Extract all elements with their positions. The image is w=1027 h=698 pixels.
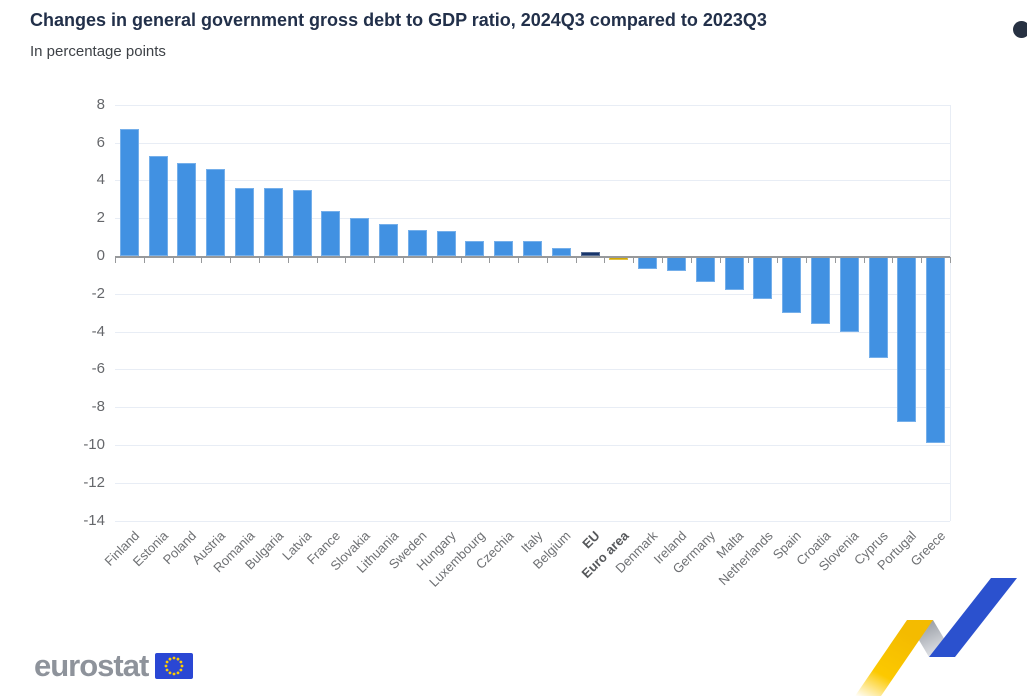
gridline xyxy=(115,482,950,484)
axis-tick-mark xyxy=(950,257,951,263)
bar-slovakia[interactable] xyxy=(350,218,370,256)
gridline xyxy=(115,104,950,106)
axis-tick-mark xyxy=(546,257,548,263)
bar-finland[interactable] xyxy=(119,129,139,256)
bar-germany[interactable] xyxy=(695,256,715,283)
y-axis-tick-label: -4 xyxy=(91,322,105,340)
axis-tick-mark xyxy=(115,257,116,263)
axis-tick-mark xyxy=(662,257,664,263)
bar-cyprus[interactable] xyxy=(868,256,888,359)
axis-tick-mark xyxy=(892,257,894,263)
axis-tick-mark xyxy=(489,257,491,263)
axis-tick-mark xyxy=(921,257,923,263)
y-axis-tick-label: -14 xyxy=(83,511,105,529)
eurostat-logo-text: eurostat xyxy=(34,648,149,683)
axis-tick-mark xyxy=(402,257,404,263)
bar-malta[interactable] xyxy=(724,256,744,291)
bar-netherlands[interactable] xyxy=(753,256,773,300)
axis-tick-mark xyxy=(374,257,376,263)
axis-tick-mark xyxy=(201,257,203,263)
axis-tick-mark xyxy=(518,257,520,263)
bar-lithuania[interactable] xyxy=(379,223,399,256)
gridline xyxy=(115,293,950,295)
x-axis-line xyxy=(115,256,950,258)
y-axis-tick-label: -12 xyxy=(83,473,105,491)
y-axis-tick-label: 4 xyxy=(96,171,105,189)
bar-bulgaria[interactable] xyxy=(263,187,283,256)
axis-tick-mark xyxy=(287,257,289,263)
gridline xyxy=(115,142,950,144)
bar-poland[interactable] xyxy=(177,163,197,256)
bar-ireland[interactable] xyxy=(666,256,686,272)
eu-flag-icon xyxy=(155,652,194,679)
bar-croatia[interactable] xyxy=(810,256,830,325)
y-axis-tick-label: 8 xyxy=(96,95,105,113)
axis-tick-mark xyxy=(230,257,232,263)
bar-portugal[interactable] xyxy=(897,256,917,423)
axis-tick-mark xyxy=(143,257,145,263)
eurostat-logo: eurostat xyxy=(34,648,194,683)
axis-tick-mark xyxy=(460,257,462,263)
y-axis-tick-label: 0 xyxy=(96,247,105,264)
bar-greece[interactable] xyxy=(926,256,946,444)
axis-tick-mark xyxy=(575,257,577,263)
y-axis-tick-label: 6 xyxy=(96,133,105,151)
axis-tick-mark xyxy=(316,257,318,263)
axis-tick-mark xyxy=(172,257,174,263)
gridline xyxy=(115,520,950,522)
ribbon-yellow-segment xyxy=(855,620,933,696)
axis-tick-mark xyxy=(834,257,836,263)
y-axis-tick-label: 2 xyxy=(96,209,105,227)
bar-belgium[interactable] xyxy=(551,248,571,256)
gridline xyxy=(115,331,950,333)
bar-czechia[interactable] xyxy=(494,240,514,256)
axis-tick-mark xyxy=(806,257,808,263)
bar-eu[interactable] xyxy=(580,252,600,256)
gridline xyxy=(115,180,950,182)
bar-estonia[interactable] xyxy=(148,155,168,256)
axis-tick-mark xyxy=(719,257,721,263)
y-axis-tick-label: -6 xyxy=(91,360,105,378)
bar-romania[interactable] xyxy=(235,187,255,256)
page-title: Changes in general government gross debt… xyxy=(30,10,767,30)
axis-tick-mark xyxy=(604,257,606,263)
bar-luxembourg[interactable] xyxy=(465,240,485,256)
y-axis-tick-label: -8 xyxy=(91,398,105,416)
plot-right-border xyxy=(950,104,951,521)
axis-tick-mark xyxy=(633,257,635,263)
axis-tick-mark xyxy=(863,257,865,263)
bar-latvia[interactable] xyxy=(292,189,312,256)
bar-denmark[interactable] xyxy=(638,256,658,270)
gridline xyxy=(115,369,950,371)
gridline xyxy=(115,218,950,220)
bar-france[interactable] xyxy=(321,210,341,256)
axis-tick-mark xyxy=(345,257,347,263)
page-subtitle: In percentage points xyxy=(30,43,166,60)
axis-tick-mark xyxy=(431,257,433,263)
axis-tick-mark xyxy=(777,257,779,263)
bar-sweden[interactable] xyxy=(407,229,427,256)
axis-tick-mark xyxy=(748,257,750,263)
gridline xyxy=(115,407,950,409)
axis-tick-mark xyxy=(690,257,692,263)
bar-spain[interactable] xyxy=(782,256,802,313)
bar-austria[interactable] xyxy=(206,169,226,256)
y-axis-tick-label: -10 xyxy=(83,436,105,453)
y-axis-tick-label: -2 xyxy=(91,284,105,302)
bar-chart: 8 6 4 2 0 -2 -4 -6 -8 -10 -12 -14 Finland Estonia Pola… xyxy=(83,88,951,648)
ribbon-blue-segment xyxy=(929,578,1017,657)
context-menu-icon[interactable] xyxy=(1013,21,1027,38)
bar-slovenia[interactable] xyxy=(839,256,859,332)
bar-italy[interactable] xyxy=(523,240,542,256)
bar-hungary[interactable] xyxy=(436,231,456,256)
axis-tick-mark xyxy=(258,257,260,263)
eurostat-ribbon-icon xyxy=(855,578,1017,696)
gridline xyxy=(115,445,950,446)
